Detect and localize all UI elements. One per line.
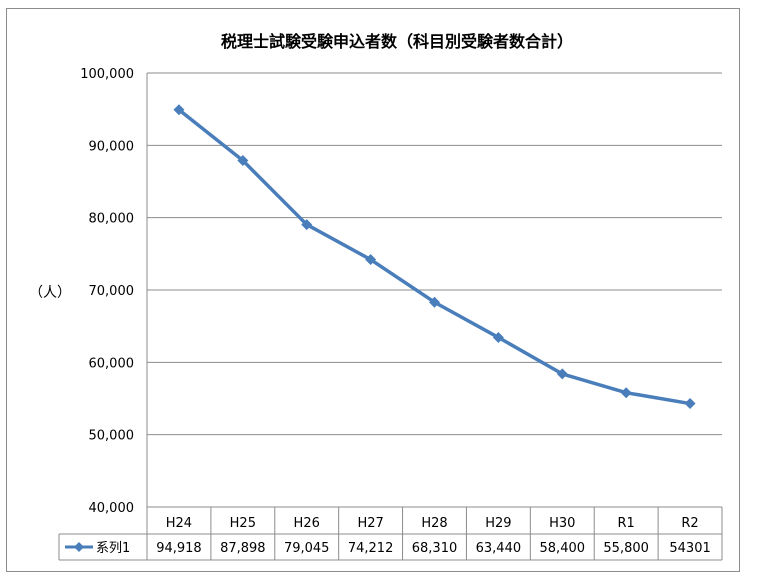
data-point-marker bbox=[556, 368, 568, 380]
data-table-value: 58,400 bbox=[540, 541, 586, 556]
chart-frame: 税理士試験受験申込者数（科目別受験者数合計） （人） 40,000 50,000 6… bbox=[6, 8, 740, 572]
data-table-value: 79,045 bbox=[284, 541, 330, 556]
x-category-label: H28 bbox=[421, 516, 447, 531]
y-axis-label: （人） bbox=[29, 285, 71, 301]
y-tick-labels: 40,000 50,000 60,000 70,000 80,000 90,000 100,… bbox=[80, 67, 134, 516]
data-point-marker bbox=[301, 219, 313, 231]
x-category-label: H29 bbox=[485, 516, 511, 531]
x-category-label: H24 bbox=[166, 516, 192, 531]
x-category-label: H27 bbox=[357, 516, 383, 531]
data-point-marker bbox=[684, 398, 696, 410]
data-table-value: 68,310 bbox=[412, 541, 458, 556]
x-category-label: H30 bbox=[549, 516, 575, 531]
x-category-label: H25 bbox=[230, 516, 256, 531]
data-table-value: 74,212 bbox=[348, 541, 394, 556]
data-point-marker bbox=[620, 387, 632, 399]
y-tick-label: 80,000 bbox=[89, 212, 135, 227]
y-tick-label: 60,000 bbox=[89, 356, 135, 371]
data-point-marker bbox=[429, 296, 440, 308]
data-table-value: 63,440 bbox=[476, 541, 522, 556]
y-tick-label: 90,000 bbox=[89, 139, 135, 154]
data-table-value: 87,898 bbox=[220, 541, 266, 556]
data-point-marker bbox=[365, 254, 377, 266]
y-tick-label: 50,000 bbox=[89, 429, 135, 444]
x-category-label: R2 bbox=[681, 516, 698, 531]
x-category-label: R1 bbox=[618, 516, 635, 531]
data-table: H24 H25 H26 H27 H28 H29 H30 R1 R2 94,918 87,898 79,… bbox=[58, 507, 723, 561]
legend-marker-key bbox=[74, 542, 84, 552]
data-table-value: 55,800 bbox=[603, 541, 649, 556]
gridlines bbox=[146, 72, 722, 560]
series-line-group bbox=[173, 104, 696, 410]
data-table-value: 54301 bbox=[669, 541, 710, 556]
data-point-marker bbox=[492, 331, 504, 343]
data-table-value: 94,918 bbox=[156, 541, 202, 556]
data-point-marker bbox=[237, 155, 249, 167]
chart-title: 税理士試験受験申込者数（科目別受験者数合計） bbox=[221, 32, 573, 51]
y-tick-label: 40,000 bbox=[89, 501, 135, 516]
legend-series-name: 系列1 bbox=[96, 541, 130, 556]
y-tick-label: 70,000 bbox=[89, 284, 135, 299]
line-chart: 税理士試験受験申込者数（科目別受験者数合計） （人） 40,000 50,000 6… bbox=[29, 32, 723, 561]
y-tick-label: 100,000 bbox=[80, 67, 134, 82]
data-point-marker bbox=[173, 104, 185, 116]
x-category-label: H26 bbox=[294, 516, 320, 531]
series-line bbox=[177, 108, 691, 406]
